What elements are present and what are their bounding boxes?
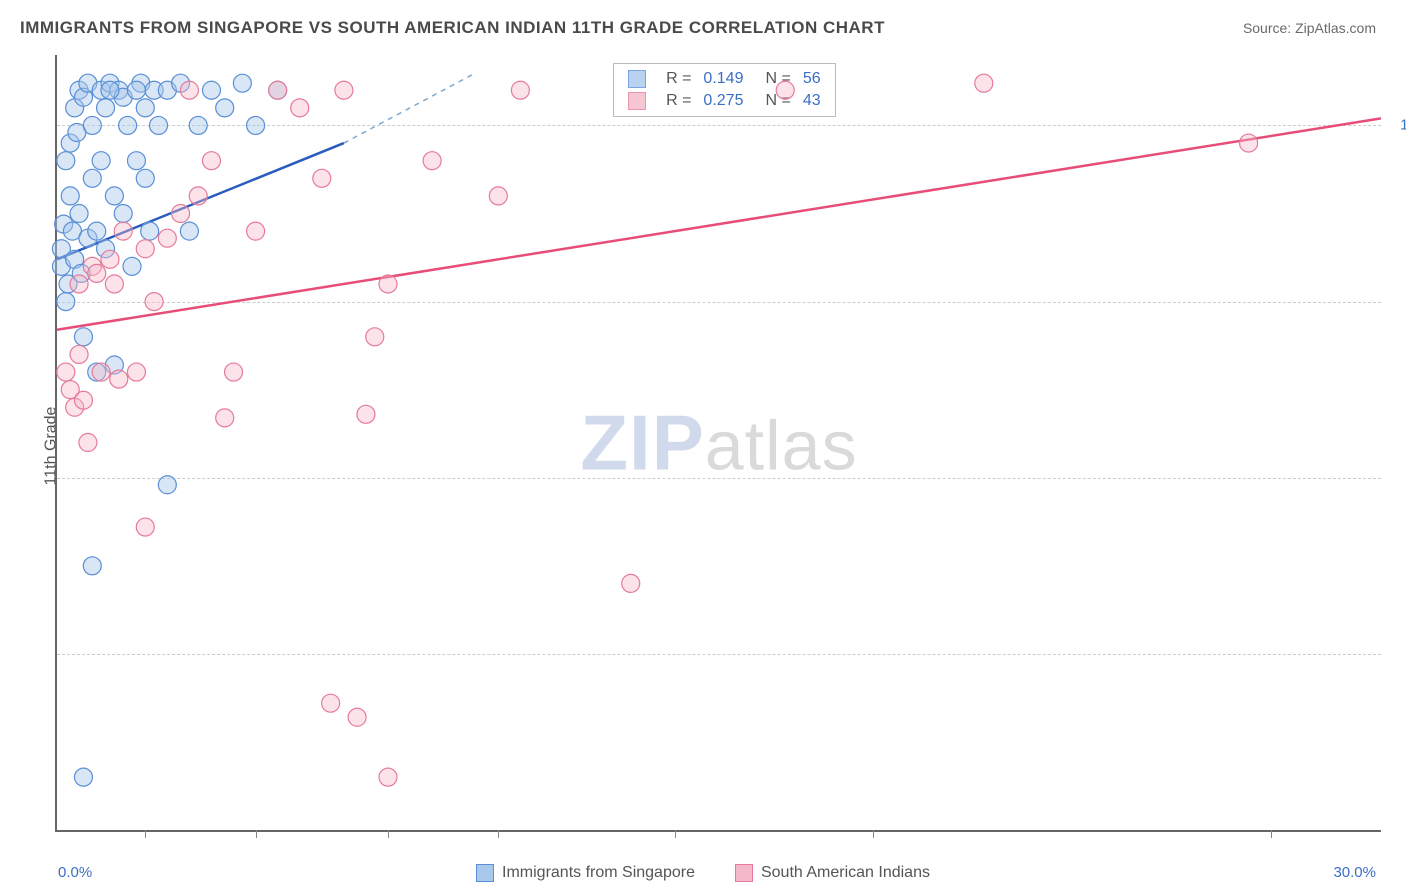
data-point — [776, 81, 794, 99]
data-point — [423, 152, 441, 170]
data-point — [92, 363, 110, 381]
chart-header: IMMIGRANTS FROM SINGAPORE VS SOUTH AMERI… — [0, 0, 1406, 46]
data-point — [70, 345, 88, 363]
legend-swatch — [476, 864, 494, 882]
legend-label: South American Indians — [761, 864, 930, 881]
data-point — [216, 99, 234, 117]
x-tick — [873, 830, 874, 838]
data-point — [348, 708, 366, 726]
data-point — [379, 768, 397, 786]
data-point — [313, 169, 331, 187]
data-point — [202, 81, 220, 99]
data-point — [136, 99, 154, 117]
data-point — [74, 328, 92, 346]
data-point — [101, 81, 119, 99]
plot-area: ZIPatlas R = 0.149 N = 56 R = 0.275 N = … — [55, 55, 1381, 832]
x-tick — [498, 830, 499, 838]
data-point — [97, 99, 115, 117]
data-point — [83, 116, 101, 134]
data-point — [105, 275, 123, 293]
data-point — [247, 116, 265, 134]
data-point — [322, 694, 340, 712]
data-point — [119, 116, 137, 134]
legend-label: Immigrants from Singapore — [502, 864, 695, 881]
data-point — [61, 187, 79, 205]
data-point — [379, 275, 397, 293]
x-tick — [1271, 830, 1272, 838]
x-tick — [388, 830, 389, 838]
data-point — [70, 205, 88, 223]
data-point — [114, 205, 132, 223]
x-axis-max-label: 30.0% — [1333, 864, 1376, 881]
data-point — [511, 81, 529, 99]
data-point — [291, 99, 309, 117]
data-point — [88, 264, 106, 282]
data-point — [489, 187, 507, 205]
data-point — [110, 370, 128, 388]
data-point — [225, 363, 243, 381]
x-tick — [256, 830, 257, 838]
data-point — [150, 116, 168, 134]
data-point — [57, 293, 75, 311]
data-point — [158, 229, 176, 247]
data-point — [180, 81, 198, 99]
data-point — [123, 257, 141, 275]
data-point — [83, 557, 101, 575]
data-point — [202, 152, 220, 170]
data-point — [357, 405, 375, 423]
data-point — [136, 169, 154, 187]
data-point — [136, 240, 154, 258]
y-tick-label: 100.0% — [1400, 117, 1406, 134]
plot-frame: ZIPatlas R = 0.149 N = 56 R = 0.275 N = … — [55, 55, 1381, 832]
bottom-legend: 0.0% Immigrants from Singapore South Ame… — [0, 864, 1406, 882]
data-point — [172, 205, 190, 223]
data-point — [127, 81, 145, 99]
data-point — [158, 476, 176, 494]
data-point — [622, 574, 640, 592]
legend-item-south-american: South American Indians — [735, 864, 930, 882]
data-point — [127, 152, 145, 170]
data-point — [335, 81, 353, 99]
data-point — [101, 250, 119, 268]
data-point — [136, 518, 154, 536]
data-point — [189, 187, 207, 205]
data-point — [216, 409, 234, 427]
data-point — [57, 363, 75, 381]
data-point — [366, 328, 384, 346]
data-point — [57, 152, 75, 170]
data-point — [127, 363, 145, 381]
data-point — [83, 169, 101, 187]
data-point — [180, 222, 198, 240]
data-point — [269, 81, 287, 99]
data-point — [233, 74, 251, 92]
data-point — [975, 74, 993, 92]
legend-item-singapore: Immigrants from Singapore — [476, 864, 695, 882]
data-point — [88, 222, 106, 240]
data-point — [247, 222, 265, 240]
legend-swatch — [735, 864, 753, 882]
data-point — [1240, 134, 1258, 152]
data-point — [70, 275, 88, 293]
data-point — [79, 434, 97, 452]
data-point — [114, 222, 132, 240]
data-point — [74, 768, 92, 786]
data-point — [105, 187, 123, 205]
trend-line-extension — [344, 73, 476, 143]
chart-source: Source: ZipAtlas.com — [1243, 20, 1376, 36]
data-point — [145, 293, 163, 311]
data-point — [141, 222, 159, 240]
x-tick — [145, 830, 146, 838]
data-point — [189, 116, 207, 134]
x-tick — [675, 830, 676, 838]
data-point — [74, 391, 92, 409]
chart-svg — [57, 55, 1381, 830]
chart-title: IMMIGRANTS FROM SINGAPORE VS SOUTH AMERI… — [20, 18, 885, 38]
x-axis-min-label: 0.0% — [58, 864, 92, 881]
data-point — [92, 152, 110, 170]
